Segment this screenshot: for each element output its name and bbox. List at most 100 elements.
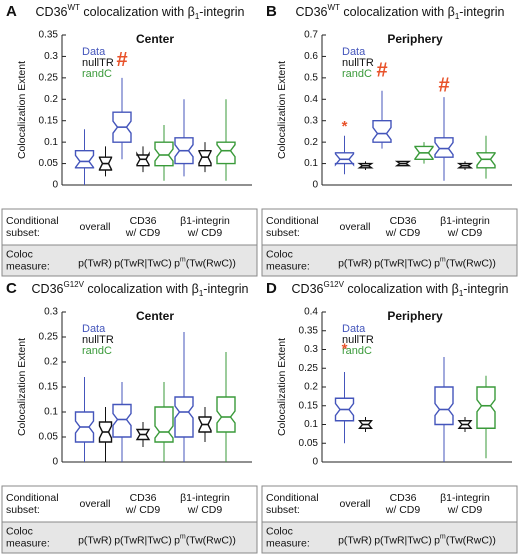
measure-part: m: [440, 256, 446, 263]
title-part: G12V: [63, 280, 84, 289]
legend-entry: nullTR: [342, 334, 374, 346]
title-part: colocalization with β: [340, 5, 455, 19]
measure-part: p(TwR|TwC): [374, 534, 432, 546]
row-label: Conditional: [6, 215, 59, 227]
panel: A CD36WT colocalization with β1-integrinC…: [1, 3, 258, 277]
panel-title: CD36WT colocalization with β1-integrin: [296, 3, 505, 21]
panel-label: A: [6, 3, 17, 20]
row-label: Conditional: [6, 492, 59, 504]
panel-title: CD36WT colocalization with β1-integrin: [36, 3, 245, 21]
row-label: measure:: [6, 537, 50, 549]
y-tick-label: 0: [312, 457, 318, 468]
title-part: WT: [328, 3, 341, 12]
annotation: #: [438, 75, 449, 97]
title-part: -integrin: [463, 282, 508, 296]
panel: D CD36G12V colocalization with β1-integri…: [261, 280, 518, 554]
y-tick-label: 0.3: [44, 51, 58, 62]
y-tick-label: 0.2: [44, 357, 58, 368]
legend-entry: Data: [342, 323, 366, 335]
y-tick-label: 0.3: [304, 344, 318, 355]
measure-part: p: [434, 257, 440, 269]
y-tick-label: 0: [52, 457, 58, 468]
row-label: subset:: [6, 504, 40, 516]
y-tick-label: 0.1: [304, 419, 318, 430]
y-tick-label: 0.3: [44, 307, 58, 318]
y-tick-label: 0.35: [39, 30, 59, 41]
box: [74, 150, 95, 169]
box: [112, 403, 132, 438]
y-tick-label: 0: [312, 180, 318, 191]
measure-label: p(TwR|TwC): [114, 257, 172, 269]
measure-part: p(TwR): [78, 257, 112, 269]
y-tick-label: 0.05: [39, 432, 59, 443]
row-label: Coloc: [266, 525, 293, 537]
panel: C CD36G12V colocalization with β1-integri…: [1, 280, 258, 554]
measure-label: pm(Tw(RwC)): [174, 256, 236, 269]
y-tick-label: 0.4: [304, 307, 318, 318]
box: [216, 141, 236, 165]
measure-label: p(TwR|TwC): [114, 534, 172, 546]
title-part: colocalization with β: [80, 5, 195, 19]
legend-entry: nullTR: [82, 57, 114, 69]
measure-part: (Tw(RwC)): [446, 257, 496, 269]
title-part: CD36: [296, 5, 328, 19]
y-axis-label: Colocalization Extent: [276, 338, 288, 436]
x-tick-label: w/ CD9: [187, 504, 223, 516]
row-label: measure:: [266, 260, 310, 272]
x-tick-label: β1-integrin: [180, 492, 230, 504]
y-axis-label: Colocalization Extent: [16, 338, 28, 436]
measure-part: (Tw(RwC)): [186, 257, 236, 269]
table-row-bg: [262, 522, 517, 553]
table-border: [1, 208, 258, 277]
title-part: 1: [455, 12, 460, 21]
y-tick-label: 0: [52, 180, 58, 191]
legend-entry: randC: [82, 345, 112, 357]
y-tick-label: 0.25: [299, 363, 319, 374]
x-tick-label: β1-integrin: [180, 215, 230, 227]
measure-part: p(TwR|TwC): [114, 257, 172, 269]
y-tick-label: 0.2: [44, 94, 58, 105]
y-tick-label: 0.25: [39, 72, 59, 83]
measure-part: p(TwR): [338, 534, 372, 546]
y-tick-label: 0.4: [304, 94, 318, 105]
annotation: #: [116, 49, 127, 71]
x-tick-label: overall: [80, 498, 111, 510]
x-tick-label: w/ CD9: [447, 504, 483, 516]
measure-label: p(TwR): [338, 257, 372, 269]
box: [154, 406, 174, 443]
y-tick-label: 0.15: [299, 400, 319, 411]
y-tick-label: 0.05: [299, 438, 319, 449]
box: [476, 386, 496, 429]
measure-part: m: [180, 533, 186, 540]
panel-label: B: [266, 3, 277, 20]
y-tick-label: 0.1: [44, 137, 58, 148]
y-axis-label: Colocalization Extent: [16, 61, 28, 159]
measure-part: (Tw(RwC)): [186, 534, 236, 546]
table-border: [261, 208, 518, 277]
title-part: 1: [459, 289, 464, 298]
title-part: -integrin: [203, 282, 248, 296]
row-label: Conditional: [266, 215, 319, 227]
title-part: 1: [199, 289, 204, 298]
title-part: CD36: [36, 5, 68, 19]
box: [216, 396, 236, 433]
annotation: *: [342, 118, 348, 135]
x-tick-label: CD36: [390, 492, 417, 504]
box: [198, 150, 212, 167]
box: [434, 137, 454, 158]
subtitle: Periphery: [387, 32, 443, 46]
subtitle: Periphery: [387, 309, 443, 323]
measure-part: m: [440, 533, 446, 540]
y-tick-label: 0.5: [304, 72, 318, 83]
measure-part: p(TwR|TwC): [114, 534, 172, 546]
x-tick-label: overall: [340, 498, 371, 510]
x-tick-label: overall: [340, 221, 371, 233]
x-tick-label: w/ CD9: [125, 227, 161, 239]
measure-label: p(TwR|TwC): [374, 534, 432, 546]
subtitle: Center: [136, 309, 174, 323]
y-tick-label: 0.15: [39, 382, 59, 393]
legend-entry: randC: [82, 68, 112, 80]
y-tick-label: 0.15: [39, 115, 59, 126]
measure-part: (Tw(RwC)): [446, 534, 496, 546]
